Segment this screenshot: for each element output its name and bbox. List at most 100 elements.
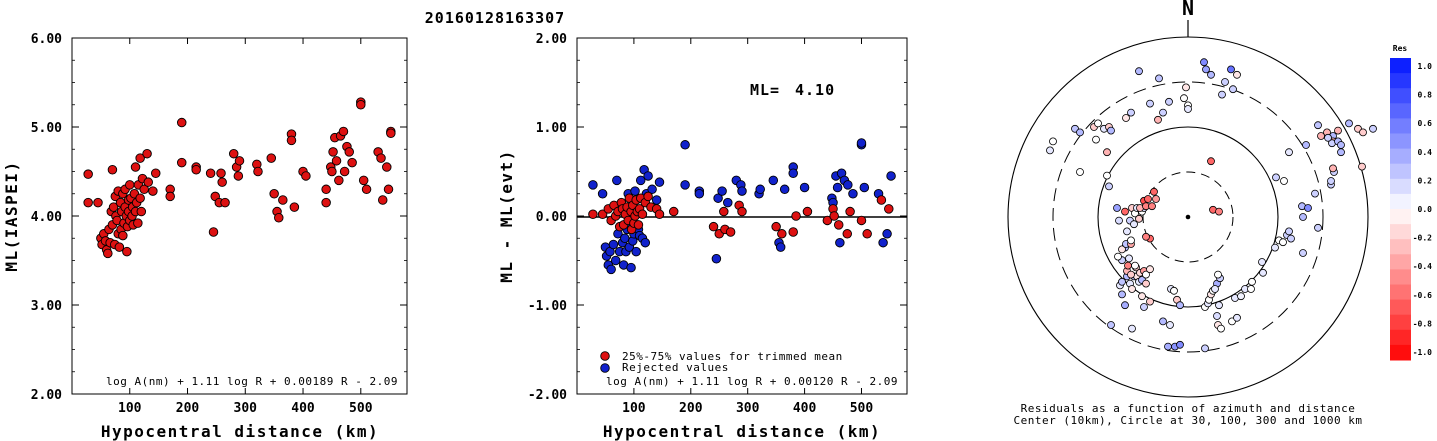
ml-point <box>233 171 244 181</box>
rejected-point <box>694 188 705 199</box>
x-tick-label: 400 <box>793 401 817 416</box>
ml-point <box>253 166 263 177</box>
azimuth-point <box>1121 207 1129 216</box>
colorbar-tick-label: 0.2 <box>1418 176 1433 185</box>
rejected-point <box>654 177 665 187</box>
colorbar-cells <box>1390 58 1411 361</box>
azimuth-point <box>1214 270 1222 279</box>
residual-scatter-panel: 100 200 300 400 500 -2.00 -1.00 0.00 1.00 2.00 ML… <box>497 32 908 441</box>
trimmed-point <box>802 206 813 217</box>
azimuth-point <box>1127 108 1135 117</box>
azimuth-point <box>1114 252 1122 261</box>
azimuth-point <box>1159 317 1167 326</box>
azimuth-point <box>1334 126 1342 135</box>
azimuth-point <box>1233 70 1241 79</box>
azimuth-point <box>1146 265 1154 274</box>
ml-point <box>135 193 145 203</box>
colorbar-tick-label: -0.8 <box>1413 319 1432 328</box>
azimuth-point <box>1135 214 1143 223</box>
azimuth-point <box>1146 99 1154 108</box>
trimmed-point <box>637 209 648 219</box>
rejected-point <box>737 186 747 196</box>
residual-formula: log A(nm) + 1.11 log R + 0.00120 R - 2.0… <box>606 375 898 388</box>
colorbar-tick-label: -0.2 <box>1413 234 1432 243</box>
trimmed-point <box>771 221 781 232</box>
azimuth-point <box>1327 177 1335 185</box>
ml-point <box>228 148 239 159</box>
colorbar-title: Res <box>1393 44 1408 53</box>
ml-point <box>274 213 284 223</box>
ml-scatter-panel: 100 200 300 400 500 2.00 3.00 4.00 5.00 6.00 log … <box>2 32 408 441</box>
azimuth-point <box>1314 121 1322 130</box>
rejected-point <box>630 186 640 196</box>
y-tick-label: 6.00 <box>31 32 62 47</box>
x-tick-label: 300 <box>736 401 760 416</box>
rejected-point <box>588 180 598 190</box>
legend-trimmed-label: 25%-75% values for trimmed mean <box>622 350 843 363</box>
azimuth-point <box>1359 128 1367 137</box>
azimuth-point <box>1127 270 1135 279</box>
azimuth-point <box>1165 97 1173 106</box>
ml-point <box>376 153 386 163</box>
azimuth-point <box>1227 65 1235 74</box>
colorbar-cell <box>1390 284 1411 301</box>
trimmed-point <box>588 209 598 219</box>
azimuth-point <box>1215 207 1223 216</box>
azimuth-point <box>1285 227 1293 236</box>
ml-xlabel: Hypocentral distance (km) <box>101 422 379 441</box>
azimuth-point <box>1207 157 1215 166</box>
trimmed-point <box>884 204 894 214</box>
ml-point <box>83 197 93 208</box>
azimuth-point <box>1302 141 1310 149</box>
azimuth-point <box>1217 324 1225 333</box>
ring-100km <box>1097 126 1279 308</box>
azimuth-point <box>1131 261 1139 270</box>
rejected-point <box>848 188 858 199</box>
azimuth-point <box>1118 290 1126 299</box>
azimuth-point <box>1127 236 1135 245</box>
azimuth-point <box>1049 137 1057 146</box>
trimmed-point <box>829 211 839 221</box>
ring-30km <box>1142 171 1234 263</box>
colorbar-cell <box>1390 73 1411 89</box>
figure-title: 20160128163307 <box>425 9 565 27</box>
azimuth-point <box>1358 162 1366 171</box>
azimuth-point <box>1092 135 1100 144</box>
azimuth-point <box>1248 277 1256 286</box>
trimmed-point <box>643 191 653 202</box>
ring-300km <box>1052 81 1324 353</box>
azimuth-point <box>1337 148 1345 157</box>
azimuth-point <box>1207 70 1215 79</box>
colorbar-cell <box>1390 103 1411 119</box>
azimuth-point <box>1118 277 1126 286</box>
azimuth-point <box>1107 321 1115 329</box>
residual-ylabel: ML - ML(evt) <box>497 149 516 283</box>
colorbar-labels: 1.0 0.8 0.6 0.4 0.2 0.0 -0.2 -0.4 -0.6 -0.8 -1.0 <box>1413 62 1432 357</box>
azimuth-point <box>1113 204 1121 212</box>
residual-xlabel: Hypocentral distance (km) <box>603 422 881 441</box>
colorbar-cell <box>1390 254 1411 270</box>
ml-axis-ticks: 100 200 300 400 500 2.00 3.00 4.00 5.00 6.00 <box>31 32 407 416</box>
x-tick-label: 100 <box>622 401 646 416</box>
rejected-point <box>768 175 779 186</box>
y-tick-label: 2.00 <box>536 32 567 47</box>
colorbar-cell <box>1390 344 1411 361</box>
ml-point <box>107 164 118 175</box>
ml-points <box>83 97 396 259</box>
y-tick-label: 0.00 <box>536 210 567 225</box>
ml-point <box>176 117 187 128</box>
azimuth-point <box>1237 292 1245 301</box>
ml-point <box>328 147 338 157</box>
azimuth-point <box>1329 164 1337 173</box>
rejected-point <box>859 182 870 193</box>
rejected-point <box>886 171 896 181</box>
ml-point <box>278 195 288 205</box>
rejected-point <box>620 233 630 243</box>
ml-ylabel: ML(IASPEI) <box>2 160 21 271</box>
ring-1000km <box>1007 36 1369 398</box>
colorbar-cell <box>1390 133 1411 150</box>
trimmed-point <box>788 227 798 237</box>
azimuth-point <box>1314 223 1322 232</box>
ml-point <box>114 242 125 252</box>
